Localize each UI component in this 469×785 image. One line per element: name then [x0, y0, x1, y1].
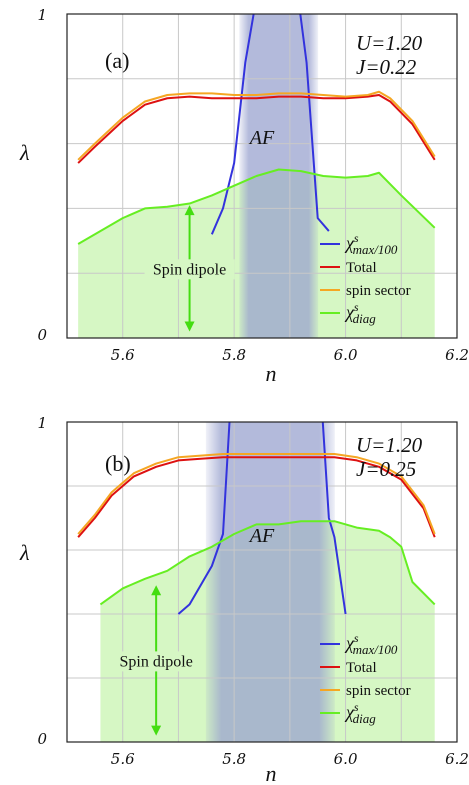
chart-panel-a: 5.6 5.8 6.0 6.2 0 1 λ n (a) U=1.20J=0.22 AF Spin di…: [19, 6, 469, 386]
panel-label: (b): [105, 451, 131, 476]
legend-label-0: χs max/100: [344, 631, 398, 657]
af-label: AF: [248, 127, 275, 149]
panel-label: (a): [105, 48, 129, 73]
legend-label-3: χs diag: [344, 700, 376, 726]
series-line-0: [177, 422, 347, 615]
series-line-0: [210, 14, 330, 235]
legend-label-1: Total: [346, 660, 377, 676]
param-label-0: U=1.20: [356, 31, 423, 55]
x-tick-label-0: 5.6: [111, 346, 135, 364]
series-line-1: [77, 456, 436, 538]
legend-label-2: spin sector: [346, 283, 411, 299]
y-tick-label-0: 0: [37, 326, 47, 344]
af-region: [205, 422, 335, 742]
legend-label-1: Total: [346, 260, 377, 276]
y-tick-label-0: 0: [37, 730, 47, 748]
x-axis-label: n: [266, 761, 277, 785]
series-line-2: [77, 90, 436, 161]
series-line-3: [99, 520, 436, 606]
spin-dipole-arrow-head-down: [184, 321, 195, 332]
spin-dipole-arrow-head-up: [151, 585, 162, 596]
y-axis-label: λ: [19, 140, 30, 165]
legend-label-2: spin sector: [346, 683, 411, 699]
y-tick-label-1: 1: [37, 414, 47, 432]
series-line-3: [77, 168, 436, 245]
spin-dipole-label: Spin dipole: [153, 261, 226, 278]
plot-area: [67, 14, 457, 338]
af-label: AF: [248, 525, 275, 547]
series-line-1: [77, 94, 436, 164]
chart-panel-b: 5.6 5.8 6.0 6.2 0 1 λ n (b) U=1.20J=0.25 AF Spin di…: [19, 414, 469, 785]
param-label-0: U=1.20: [356, 433, 423, 457]
spin-dipole-label-bg: [111, 651, 202, 672]
y-axis-label: λ: [19, 540, 30, 565]
series-line-2: [77, 453, 436, 535]
x-axis-label: n: [266, 361, 277, 386]
x-tick-label-0: 5.6: [111, 750, 135, 768]
spin-dipole-arrow-head-up: [184, 205, 195, 216]
param-label-1: J=0.22: [356, 55, 417, 79]
af-region: [239, 14, 319, 338]
x-tick-label-1: 5.8: [222, 346, 246, 364]
x-tick-label-3: 6.2: [445, 346, 469, 364]
spin-dipole-arrow-head-down: [151, 725, 162, 736]
y-tick-label-1: 1: [37, 6, 47, 24]
x-tick-label-2: 6.0: [334, 750, 358, 768]
spin-dipole-label-bg: [144, 259, 235, 280]
param-label-1: J=0.25: [356, 457, 416, 481]
legend-label-0: χs max/100: [344, 231, 398, 257]
spin-dipole-label: Spin dipole: [119, 653, 192, 670]
x-tick-label-1: 5.8: [222, 750, 246, 768]
x-tick-label-2: 6.0: [334, 346, 358, 364]
legend-label-3: χs diag: [344, 300, 376, 326]
plot-frame: [66, 13, 458, 339]
plot-frame: [66, 421, 458, 743]
plot-area: [67, 422, 457, 742]
x-tick-label-3: 6.2: [445, 750, 469, 768]
